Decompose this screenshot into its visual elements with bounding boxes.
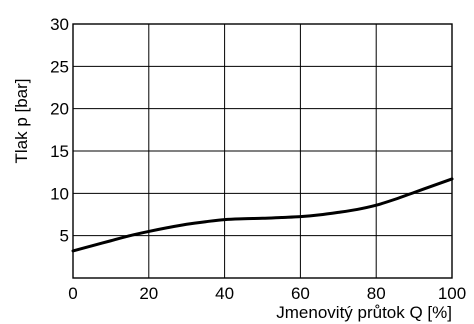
x-tick-label: 100 — [438, 284, 466, 303]
y-axis-label: Tlak p [bar] — [12, 78, 31, 163]
x-axis-label: Jmenovitý průtok Q [%] — [276, 303, 452, 322]
y-tick-label: 20 — [50, 100, 69, 119]
x-tick-label: 20 — [139, 284, 158, 303]
y-tick-label: 25 — [50, 57, 69, 76]
x-tick-label: 80 — [367, 284, 386, 303]
y-tick-label: 15 — [50, 142, 69, 161]
y-tick-labels: 5 10 15 20 25 30 — [50, 15, 69, 246]
plot-frame — [72, 23, 453, 279]
y-tick-label: 5 — [60, 227, 69, 246]
y-tick-label: 10 — [50, 184, 69, 203]
x-tick-labels: 0 20 40 60 80 100 — [68, 284, 466, 303]
y-tick-label: 30 — [50, 15, 69, 34]
grid — [73, 24, 452, 278]
series-line — [71, 177, 454, 253]
x-tick-label: 0 — [68, 284, 77, 303]
x-tick-label: 40 — [215, 284, 234, 303]
x-tick-label: 60 — [291, 284, 310, 303]
